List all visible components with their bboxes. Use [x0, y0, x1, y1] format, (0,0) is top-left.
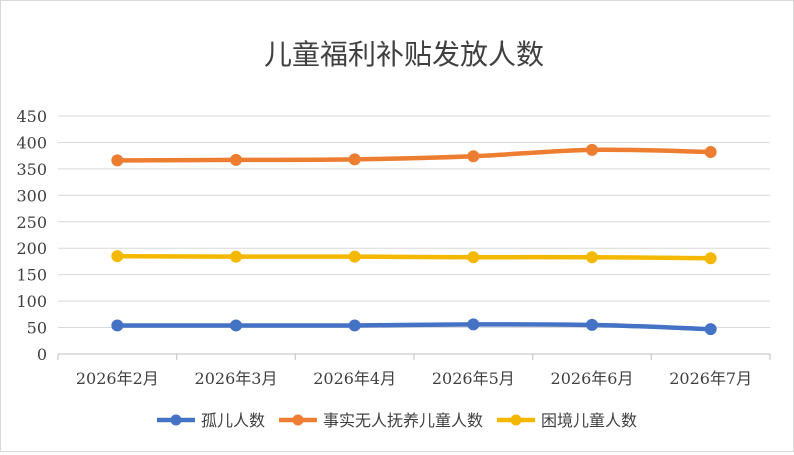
- y-tick-label: 0: [37, 345, 47, 364]
- data-point: [348, 153, 361, 166]
- x-tick-label: 2026年5月: [432, 369, 515, 388]
- x-tick-label: 2026年7月: [669, 369, 752, 388]
- chart-title: 儿童福利补贴发放人数: [264, 38, 544, 71]
- y-tick-label: 400: [16, 133, 47, 152]
- series-line: [115, 147, 713, 163]
- y-tick-label: 350: [16, 160, 47, 179]
- data-point: [704, 252, 717, 265]
- legend-swatch-marker: [170, 414, 182, 426]
- legend-label: 困境儿童人数: [541, 411, 637, 430]
- x-tick-label: 2026年6月: [551, 369, 634, 388]
- legend-label: 孤儿人数: [201, 411, 265, 430]
- legend-swatch-marker: [510, 414, 522, 426]
- series-line: [115, 253, 713, 261]
- series-1: [111, 318, 717, 336]
- legend-item-2: 事实无人抚养儿童人数: [278, 411, 483, 430]
- data-point: [586, 318, 598, 331]
- x-tick-label: 2026年2月: [76, 369, 159, 388]
- data-point: [348, 319, 361, 332]
- data-point: [348, 250, 361, 263]
- y-tick-label: 250: [16, 213, 47, 232]
- data-point: [704, 323, 717, 336]
- y-tick-label: 450: [16, 107, 47, 126]
- series-layer: [111, 143, 717, 336]
- data-point: [230, 153, 242, 166]
- series-3: [111, 250, 717, 265]
- y-tick-label: 200: [16, 239, 47, 258]
- x-axis: 2026年2月 2026年3月 2026年4月 2026年5月 2026年6月 2026年…: [57, 353, 771, 388]
- x-tick-label: 2026年3月: [195, 369, 278, 388]
- legend: 孤儿人数 事实无人抚养儿童人数 困境儿童人数: [156, 411, 637, 430]
- y-tick-label: 100: [16, 292, 47, 311]
- y-tick-label: 150: [16, 266, 47, 285]
- series-line: [115, 322, 713, 332]
- data-point: [111, 250, 124, 263]
- legend-item-3: 困境儿童人数: [497, 411, 637, 430]
- legend-swatch-marker: [292, 414, 304, 426]
- data-point: [586, 143, 598, 156]
- y-tick-label: 300: [16, 186, 47, 205]
- x-tick-label: 2026年4月: [313, 369, 396, 388]
- data-point: [111, 319, 124, 332]
- y-axis-tick-labels: 0 50 100 150 200 250 300 350 400 450: [16, 107, 47, 364]
- data-point: [586, 251, 598, 264]
- y-tick-label: 50: [27, 319, 47, 338]
- data-point: [111, 154, 124, 167]
- data-point: [704, 145, 717, 158]
- series-2: [111, 143, 717, 167]
- legend-label: 事实无人抚养儿童人数: [323, 411, 483, 430]
- data-point: [230, 319, 242, 332]
- grid-lines: [58, 115, 770, 329]
- legend-item-1: 孤儿人数: [156, 411, 265, 430]
- data-point: [467, 251, 480, 264]
- data-point: [230, 250, 242, 263]
- data-point: [467, 150, 480, 163]
- data-point: [467, 318, 480, 331]
